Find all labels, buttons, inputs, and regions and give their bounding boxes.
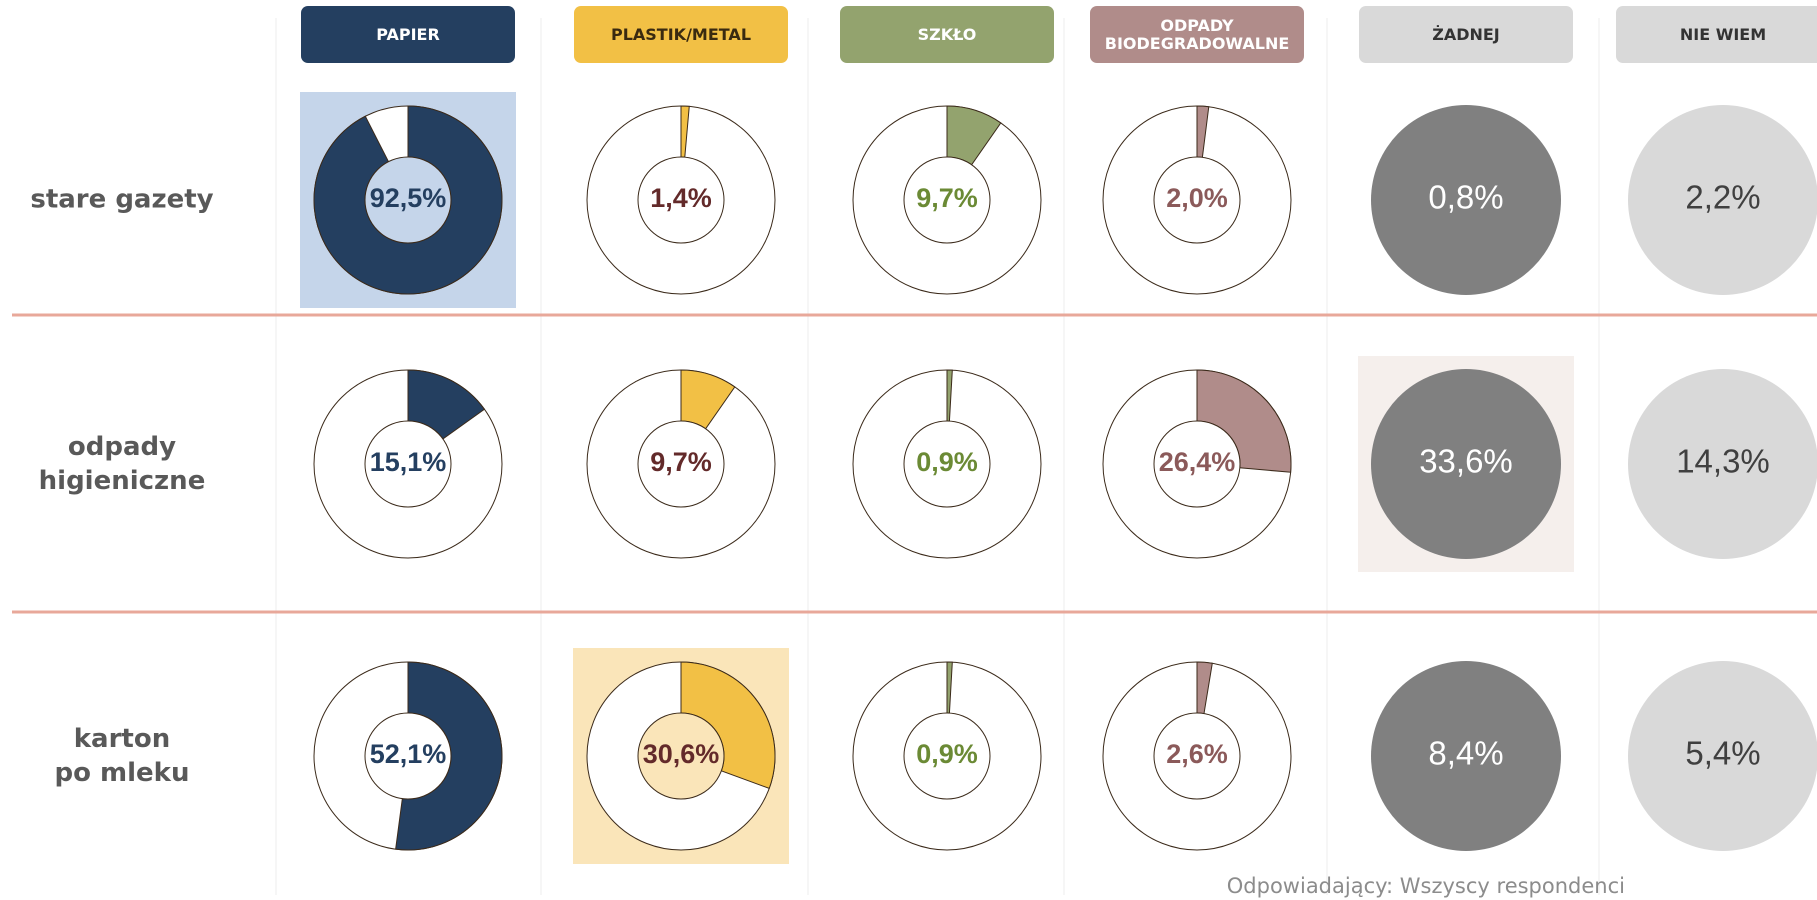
value-circle bbox=[1371, 105, 1561, 295]
column-header: NIE WIEM bbox=[1616, 6, 1817, 63]
donut-hole bbox=[637, 420, 725, 508]
donut-hole bbox=[1153, 420, 1241, 508]
column-header: SZKŁO bbox=[840, 6, 1054, 63]
value-label: 14,3% bbox=[1676, 443, 1770, 480]
donut-hole bbox=[637, 712, 725, 800]
donut-hole bbox=[364, 420, 452, 508]
row-label: stare gazety bbox=[30, 185, 213, 215]
value-label: 33,6% bbox=[1419, 443, 1513, 480]
value-circle bbox=[1371, 661, 1561, 851]
value-label: 2,6% bbox=[1166, 739, 1228, 769]
column-header: PLASTIK/METAL bbox=[574, 6, 788, 63]
value-label: 15,1% bbox=[370, 447, 447, 477]
row-label: karton po mleku bbox=[55, 724, 190, 788]
donut-hole bbox=[1153, 712, 1241, 800]
value-circle bbox=[1628, 661, 1817, 851]
donut-hole bbox=[903, 156, 991, 244]
row-label: odpady higieniczne bbox=[39, 432, 206, 496]
source-note: Odpowiadający: Wszyscy respondenci bbox=[1227, 874, 1625, 898]
value-label: 9,7% bbox=[916, 183, 978, 213]
value-label: 0,8% bbox=[1428, 179, 1503, 216]
value-label: 26,4% bbox=[1159, 447, 1236, 477]
value-circle bbox=[1371, 369, 1561, 559]
value-label: 5,4% bbox=[1685, 735, 1760, 772]
value-label: 0,9% bbox=[916, 447, 978, 477]
donut-hole bbox=[637, 156, 725, 244]
value-label: 9,7% bbox=[650, 447, 712, 477]
value-circle bbox=[1628, 105, 1817, 295]
value-label: 52,1% bbox=[370, 739, 447, 769]
value-label: 92,5% bbox=[370, 183, 447, 213]
column-header: ŻADNEJ bbox=[1359, 6, 1573, 63]
column-header: PAPIER bbox=[301, 6, 515, 63]
value-label: 8,4% bbox=[1428, 735, 1503, 772]
value-label: 1,4% bbox=[650, 183, 712, 213]
value-label: 0,9% bbox=[916, 739, 978, 769]
donut-hole bbox=[364, 712, 452, 800]
donut-hole bbox=[903, 712, 991, 800]
value-circle bbox=[1628, 369, 1817, 559]
value-label: 30,6% bbox=[643, 739, 720, 769]
value-label: 2,0% bbox=[1166, 183, 1228, 213]
value-label: 2,2% bbox=[1685, 179, 1760, 216]
column-header: ODPADY BIODEGRADOWALNE bbox=[1090, 6, 1304, 63]
donut-hole bbox=[903, 420, 991, 508]
donut-hole bbox=[364, 156, 452, 244]
donut-hole bbox=[1153, 156, 1241, 244]
